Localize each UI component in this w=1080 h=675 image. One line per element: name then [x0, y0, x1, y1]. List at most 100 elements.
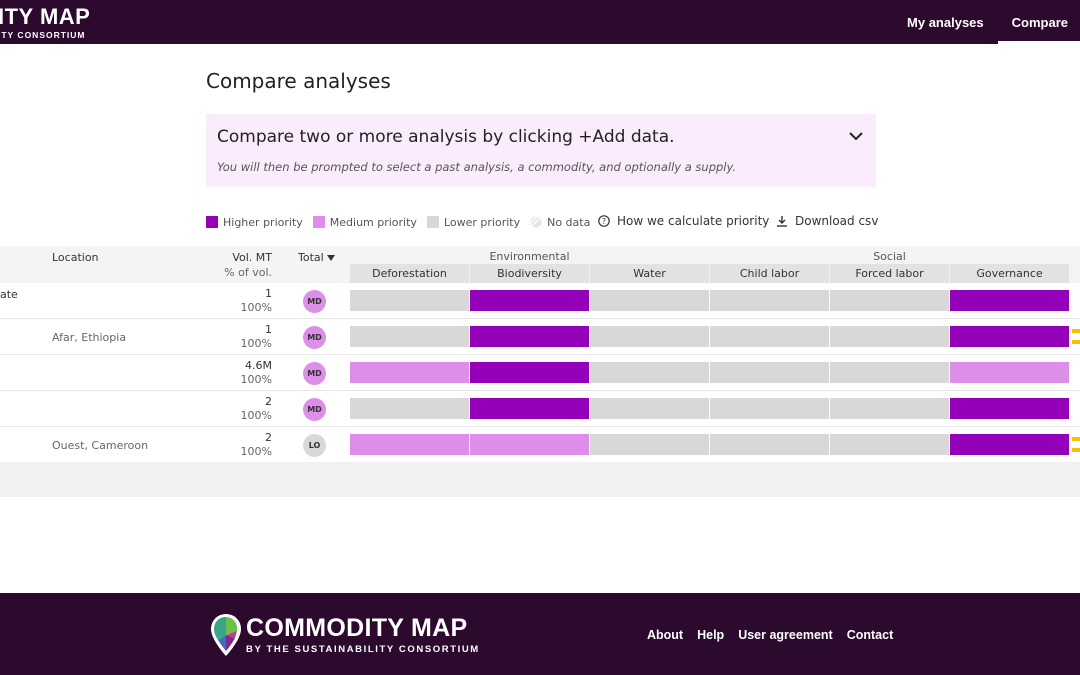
brand-logo[interactable]: ITY MAP ITY CONSORTIUM — [0, 4, 91, 41]
priority-cell-deforestation[interactable] — [350, 362, 469, 383]
indicator-header-child-labor[interactable]: Child labor — [710, 264, 829, 283]
brand-subtitle: ITY CONSORTIUM — [0, 30, 86, 40]
row-flag-marker — [1072, 437, 1080, 441]
priority-cell-water[interactable] — [590, 290, 709, 311]
question-circle-icon: ? — [598, 215, 610, 227]
legend-label-nodata: No data — [547, 215, 591, 229]
legend-medium: Medium priority — [312, 215, 417, 229]
priority-cell-forced-labor[interactable] — [830, 290, 949, 311]
legend-lower: Lower priority — [426, 215, 521, 229]
row-volume-value: 1 — [265, 287, 272, 300]
total-priority-badge: MD — [303, 398, 326, 421]
table-row[interactable]: Ouest, Cameroon 2 100% LO — [0, 427, 1080, 463]
priority-cell-child-labor[interactable] — [710, 326, 829, 347]
chevron-down-icon[interactable] — [848, 130, 864, 142]
priority-cell-child-labor[interactable] — [710, 290, 829, 311]
info-panel-subtitle: You will then be prompted to select a pa… — [217, 160, 737, 174]
nav-compare[interactable]: Compare — [997, 0, 1080, 44]
priority-cell-forced-labor[interactable] — [830, 398, 949, 419]
priority-cell-governance[interactable] — [950, 434, 1069, 455]
priority-legend: Higher priority Medium priority Lower pr… — [206, 214, 600, 230]
table-row[interactable]: 4.6M 100% MD — [0, 355, 1080, 391]
priority-cell-forced-labor[interactable] — [830, 362, 949, 383]
table-row[interactable]: Afar, Ethiopia 1 100% MD — [0, 319, 1080, 355]
download-icon — [777, 216, 787, 227]
row-flag-marker — [1072, 448, 1080, 452]
row-volume-value: 4.6M — [245, 359, 272, 372]
top-nav-bar: ITY MAP ITY CONSORTIUM My analyses Compa… — [0, 0, 1080, 44]
priority-cell-deforestation[interactable] — [350, 398, 469, 419]
row-volume-pct: 100% — [240, 445, 272, 458]
priority-cell-governance[interactable] — [950, 362, 1069, 383]
priority-cell-deforestation[interactable] — [350, 290, 469, 311]
priority-cell-child-labor[interactable] — [710, 362, 829, 383]
indicator-header-biodiversity[interactable]: Biodiversity — [470, 264, 589, 283]
priority-cell-biodiversity[interactable] — [470, 398, 589, 419]
download-csv-button[interactable]: Download csv — [776, 214, 878, 228]
row-volume-value: 1 — [265, 323, 272, 336]
svg-text:?: ? — [602, 217, 606, 226]
priority-cell-deforestation[interactable] — [350, 434, 469, 455]
table-row[interactable]: ate 1 100% MD — [0, 283, 1080, 319]
legend-label-lower: Lower priority — [443, 215, 521, 229]
row-volume-pct: 100% — [240, 337, 272, 350]
priority-cell-governance[interactable] — [950, 326, 1069, 347]
legend-label-medium: Medium priority — [329, 215, 417, 229]
total-priority-badge: MD — [303, 326, 326, 349]
legend-nodata: No data — [530, 216, 590, 229]
row-volume-value: 2 — [265, 431, 272, 444]
footer-link-about[interactable]: About — [647, 628, 684, 642]
footer-link-help[interactable]: Help — [697, 628, 725, 642]
footer-brand-title: COMMODITY MAP — [246, 614, 468, 642]
priority-cell-forced-labor[interactable] — [830, 326, 949, 347]
legend-swatch-lower — [426, 216, 439, 228]
footer-link-user-agreement[interactable]: User agreement — [738, 628, 833, 642]
indicator-header-water[interactable]: Water — [590, 264, 709, 283]
column-header-location[interactable]: Location — [52, 251, 99, 264]
nav-my-analyses[interactable]: My analyses — [907, 14, 984, 30]
priority-cell-deforestation[interactable] — [350, 326, 469, 347]
indicator-header-governance[interactable]: Governance — [950, 264, 1069, 283]
column-header-total[interactable]: Total — [298, 251, 335, 264]
row-volume: 1 100% — [241, 287, 272, 315]
column-header-vol-pct: % of vol. — [224, 266, 272, 279]
column-header-vol[interactable]: Vol. MT — [232, 251, 272, 264]
footer: COMMODITY MAP BY THE SUSTAINABILITY CONS… — [0, 593, 1080, 675]
how-we-calculate-link[interactable]: ? How we calculate priority — [598, 214, 769, 228]
priority-cell-biodiversity[interactable] — [470, 362, 589, 383]
priority-cell-governance[interactable] — [950, 290, 1069, 311]
legend-higher: Higher priority — [206, 216, 303, 229]
indicator-header-forced-labor[interactable]: Forced labor — [830, 264, 949, 283]
main-nav: My analyses Compare — [893, 0, 1080, 44]
priority-cell-biodiversity[interactable] — [470, 290, 589, 311]
total-priority-badge: LO — [303, 434, 326, 457]
table-row[interactable]: 2 100% MD — [0, 391, 1080, 427]
brand-title: ITY MAP — [0, 4, 91, 29]
row-volume: 1 100% — [241, 323, 272, 351]
priority-cell-forced-labor[interactable] — [830, 434, 949, 455]
footer-link-contact[interactable]: Contact — [846, 628, 894, 642]
priority-cell-child-labor[interactable] — [710, 434, 829, 455]
priority-cell-water[interactable] — [590, 362, 709, 383]
row-volume: 2 100% — [241, 395, 272, 423]
row-volume: 4.6M 100% — [241, 359, 272, 387]
row-flag-marker — [1072, 340, 1080, 344]
priority-cell-governance[interactable] — [950, 398, 1069, 419]
no-data-hatch-icon — [530, 216, 542, 228]
info-panel[interactable]: Compare two or more analysis by clicking… — [206, 114, 876, 187]
priority-cell-water[interactable] — [590, 398, 709, 419]
table-footer — [0, 462, 1080, 497]
footer-brand-subtitle: BY THE SUSTAINABILITY CONSORTIUM — [246, 644, 480, 655]
legend-swatch-medium — [312, 216, 325, 228]
priority-cell-child-labor[interactable] — [710, 398, 829, 419]
priority-cell-water[interactable] — [590, 326, 709, 347]
row-location: Ouest, Cameroon — [52, 439, 149, 452]
indicator-header-deforestation[interactable]: Deforestation — [350, 264, 469, 283]
footer-logo[interactable]: COMMODITY MAP BY THE SUSTAINABILITY CONS… — [210, 613, 480, 657]
how-we-calculate-label: How we calculate priority — [617, 214, 770, 228]
priority-cell-water[interactable] — [590, 434, 709, 455]
footer-links: About Help User agreement Contact — [647, 628, 907, 642]
priority-cell-biodiversity[interactable] — [470, 326, 589, 347]
map-pin-logo-icon — [211, 614, 241, 656]
priority-cell-biodiversity[interactable] — [470, 434, 589, 455]
